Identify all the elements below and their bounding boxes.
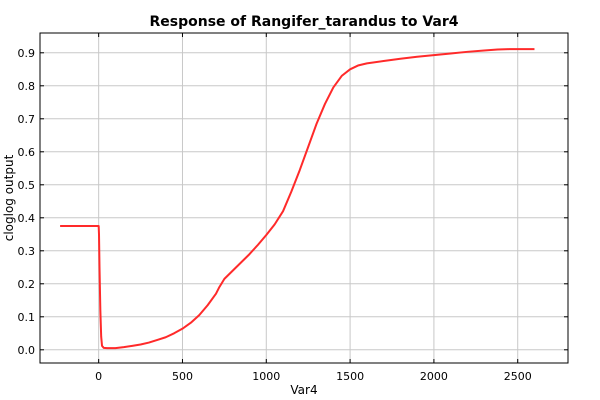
x-tick-label: 1000	[252, 370, 280, 383]
x-tick-label: 2000	[420, 370, 448, 383]
response-curve	[60, 48, 535, 350]
ticks: 0 500 1000 1500 2000 2500 0.0 0.1 0.2 0.3 0.4 0.5 0.…	[18, 33, 568, 383]
x-tick-label: 1500	[336, 370, 364, 383]
plot-frame	[39, 32, 569, 364]
y-tick-label: 0.0	[18, 344, 36, 357]
y-tick-label: 0.2	[18, 278, 36, 291]
x-tick-label: 500	[172, 370, 193, 383]
x-axis-label: Var4	[290, 383, 317, 397]
y-tick-label: 0.3	[18, 245, 36, 258]
y-tick-label: 0.6	[18, 146, 36, 159]
x-tick-label: 2500	[504, 370, 532, 383]
y-tick-label: 0.4	[18, 212, 36, 225]
x-tick-label: 0	[95, 370, 102, 383]
y-tick-label: 0.9	[18, 47, 36, 60]
y-tick-label: 0.8	[18, 80, 36, 93]
y-axis-label: cloglog output	[2, 154, 16, 241]
chart-title: Response of Rangifer_tarandus to Var4	[149, 14, 458, 30]
series-layer	[60, 48, 535, 350]
y-tick-label: 0.7	[18, 113, 36, 126]
y-tick-label: 0.1	[18, 311, 36, 324]
y-tick-label: 0.5	[18, 179, 36, 192]
grid	[40, 33, 568, 363]
